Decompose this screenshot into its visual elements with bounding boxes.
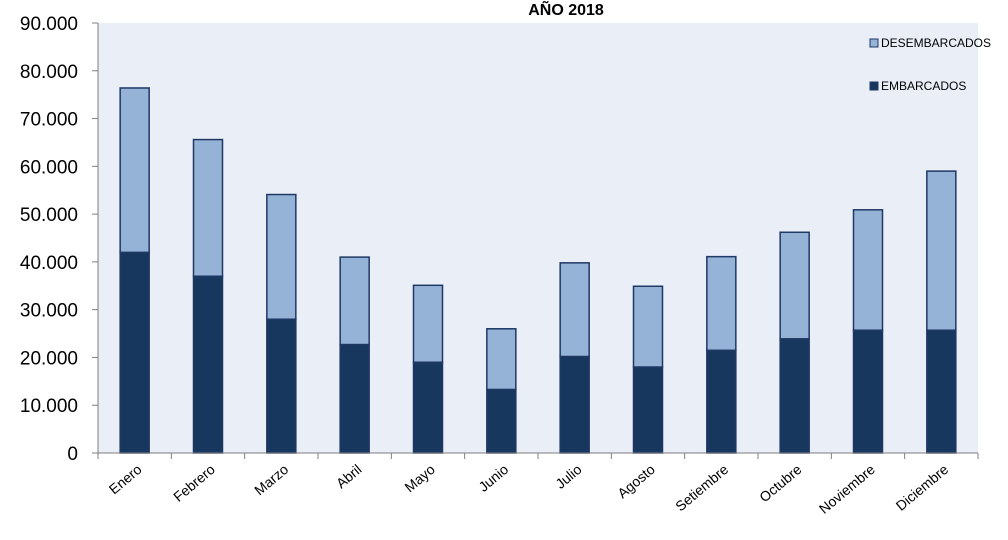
x-tick-label: Abril bbox=[333, 461, 365, 491]
bar-desembarcados-diciembre bbox=[926, 170, 957, 331]
bar-embarcados-mayo bbox=[412, 361, 444, 454]
x-tick-label: Febrero bbox=[170, 461, 218, 505]
y-tick-label: 50.000 bbox=[20, 205, 78, 226]
bar-desembarcados-julio bbox=[559, 262, 590, 358]
bar-desembarcados-agosto bbox=[632, 285, 664, 368]
y-tick-label: 40.000 bbox=[20, 253, 78, 274]
x-tick-label: Diciembre bbox=[893, 461, 952, 514]
x-tick-label: Marzo bbox=[251, 461, 291, 498]
bar-desembarcados-enero bbox=[119, 87, 150, 254]
legend: DESEMBARCADOS EMBARCADOS bbox=[869, 36, 991, 93]
bar-embarcados-abril bbox=[339, 343, 370, 454]
bar-embarcados-julio bbox=[559, 355, 590, 454]
bar-desembarcados-abril bbox=[339, 256, 370, 346]
y-tick-label: 60.000 bbox=[20, 157, 78, 178]
x-tick-label: Setiembre bbox=[672, 461, 731, 514]
x-tick-label: Noviembre bbox=[816, 461, 878, 517]
legend-label-embarcados: EMBARCADOS bbox=[881, 79, 966, 93]
legend-label-desembarcados: DESEMBARCADOS bbox=[881, 36, 991, 50]
y-tick-label: 70.000 bbox=[20, 110, 78, 131]
x-axis-ticks: Enero Febrero Marzo Abril Mayo Junio Julio Agos… bbox=[97, 453, 979, 517]
bars-layer bbox=[119, 87, 957, 454]
chart-title: AÑO 2018 bbox=[528, 0, 604, 19]
y-tick-label: 0 bbox=[67, 444, 78, 465]
bar-embarcados-noviembre bbox=[852, 329, 884, 454]
bar-embarcados-marzo bbox=[266, 318, 297, 454]
y-tick-label: 80.000 bbox=[20, 62, 78, 83]
legend-swatch-embarcados bbox=[869, 81, 879, 91]
bar-desembarcados-setiembre bbox=[706, 255, 737, 352]
x-tick-label: Junio bbox=[475, 461, 511, 495]
y-tick-label: 90.000 bbox=[20, 14, 78, 35]
bar-desembarcados-junio bbox=[486, 328, 517, 391]
x-tick-label: Octubre bbox=[756, 461, 805, 505]
x-tick-label: Mayo bbox=[401, 461, 438, 495]
y-tick-label: 20.000 bbox=[20, 348, 78, 369]
plot-area bbox=[98, 23, 978, 453]
bar-embarcados-enero bbox=[119, 251, 150, 454]
bar-embarcados-agosto bbox=[632, 366, 664, 454]
bar-desembarcados-octubre bbox=[779, 231, 810, 340]
bar-embarcados-febrero bbox=[192, 275, 224, 454]
x-tick-label: Enero bbox=[106, 461, 145, 497]
y-axis-ticks: 0 10.000 20.000 30.000 40.000 50.000 60.000 70.… bbox=[20, 14, 98, 465]
bar-embarcados-setiembre bbox=[706, 349, 737, 454]
bar-embarcados-octubre bbox=[779, 338, 810, 454]
bar-embarcados-junio bbox=[486, 388, 517, 454]
x-tick-label: Julio bbox=[552, 461, 585, 492]
bar-desembarcados-noviembre bbox=[852, 209, 884, 331]
bar-desembarcados-febrero bbox=[192, 138, 224, 277]
x-tick-label: Agosto bbox=[614, 461, 658, 501]
bar-embarcados-diciembre bbox=[926, 329, 957, 454]
y-tick-label: 10.000 bbox=[20, 396, 78, 417]
bar-desembarcados-marzo bbox=[266, 193, 297, 320]
y-tick-label: 30.000 bbox=[20, 301, 78, 322]
legend-swatch-desembarcados bbox=[869, 38, 879, 48]
bar-desembarcados-mayo bbox=[412, 284, 444, 363]
